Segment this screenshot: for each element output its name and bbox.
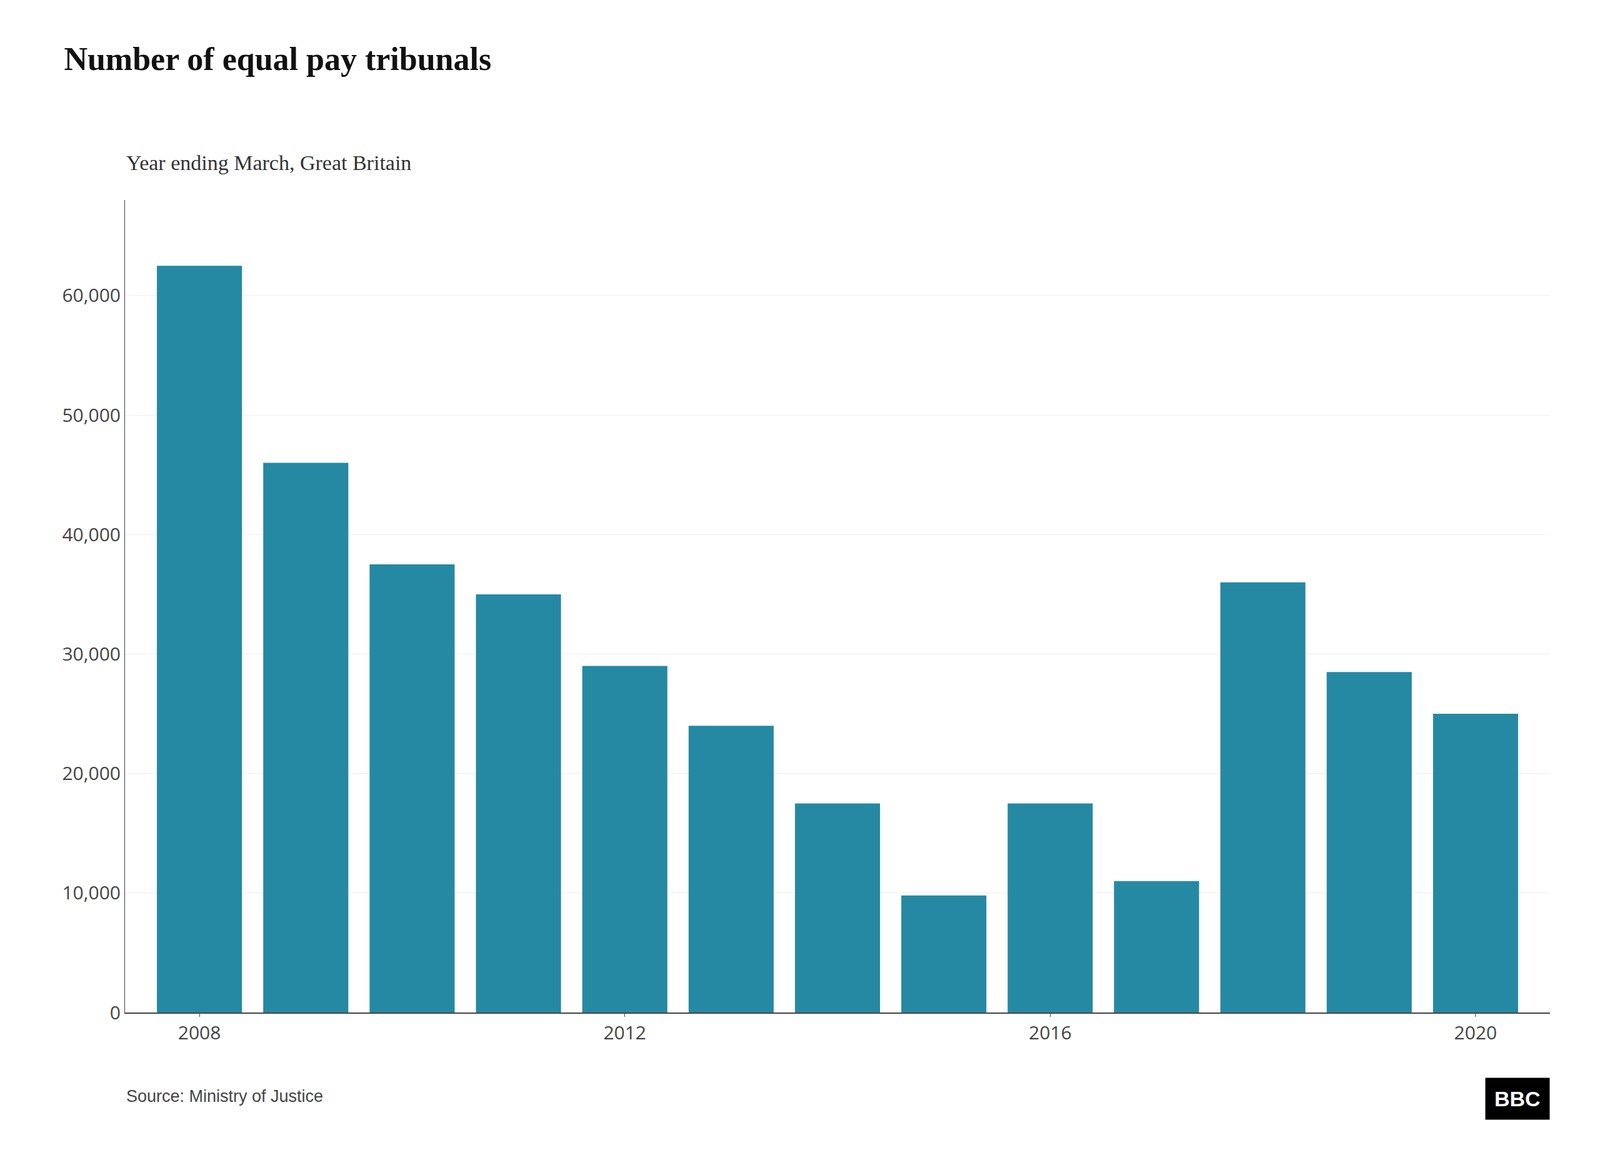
svg-text:60,000: 60,000 — [61, 281, 121, 308]
svg-text:30,000: 30,000 — [61, 640, 121, 667]
svg-text:Year ending March, Great Brita: Year ending March, Great Britain — [126, 151, 412, 175]
svg-text:2008: 2008 — [178, 1019, 222, 1045]
svg-text:50,000: 50,000 — [61, 401, 121, 428]
svg-text:0: 0 — [110, 999, 121, 1025]
svg-text:Source: Ministry of Justice: Source: Ministry of Justice — [126, 1086, 324, 1106]
svg-text:BBC: BBC — [1494, 1086, 1541, 1111]
svg-text:40,000: 40,000 — [61, 521, 121, 547]
svg-text:10,000: 10,000 — [61, 879, 121, 905]
svg-text:Number of equal pay tribunals: Number of equal pay tribunals — [63, 41, 492, 77]
svg-text:2016: 2016 — [1028, 1019, 1072, 1045]
svg-text:2012: 2012 — [603, 1019, 647, 1045]
svg-text:20,000: 20,000 — [61, 760, 121, 786]
svg-text:2020: 2020 — [1454, 1019, 1498, 1045]
